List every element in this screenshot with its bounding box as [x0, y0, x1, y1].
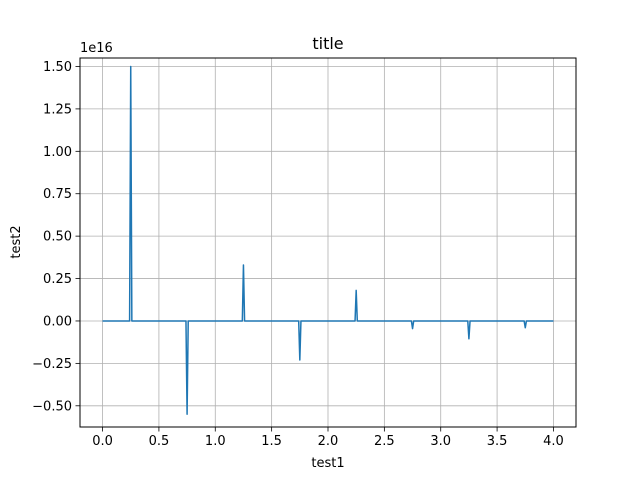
y-tick-label: −0.50: [32, 399, 72, 414]
y-offset-label: 1e16: [80, 41, 113, 56]
y-tick-label: 0.00: [43, 314, 72, 329]
series-layer: [102, 65, 554, 416]
y-tick-label: 1.50: [43, 60, 72, 75]
x-tick-label: 0.5: [149, 434, 170, 449]
series-line: [102, 65, 554, 416]
ticks: 0.0 0.5 1.0 1.5 2.0 2.5 3.0 3.5 4.0 −0.50 −0.25 0.0…: [32, 60, 564, 449]
y-tick-label: 1.25: [43, 102, 72, 117]
x-tick-label: 2.0: [318, 434, 339, 449]
x-axis-label: test1: [311, 456, 344, 471]
y-tick-label: −0.25: [32, 357, 72, 372]
x-tick-label: 3.5: [487, 434, 508, 449]
y-tick-label: 0.50: [43, 230, 72, 245]
x-tick-label: 1.5: [261, 434, 282, 449]
y-tick-label: 1.00: [43, 145, 72, 160]
x-tick-label: 0.0: [92, 434, 113, 449]
x-tick-label: 3.0: [430, 434, 451, 449]
x-tick-label: 2.5: [374, 434, 395, 449]
y-tick-label: 0.75: [43, 187, 72, 202]
y-axis-label: test2: [9, 225, 24, 258]
y-tick-label: 0.25: [43, 272, 72, 287]
chart-title: title: [312, 34, 343, 53]
x-tick-label: 4.0: [543, 434, 564, 449]
x-tick-label: 1.0: [205, 434, 226, 449]
